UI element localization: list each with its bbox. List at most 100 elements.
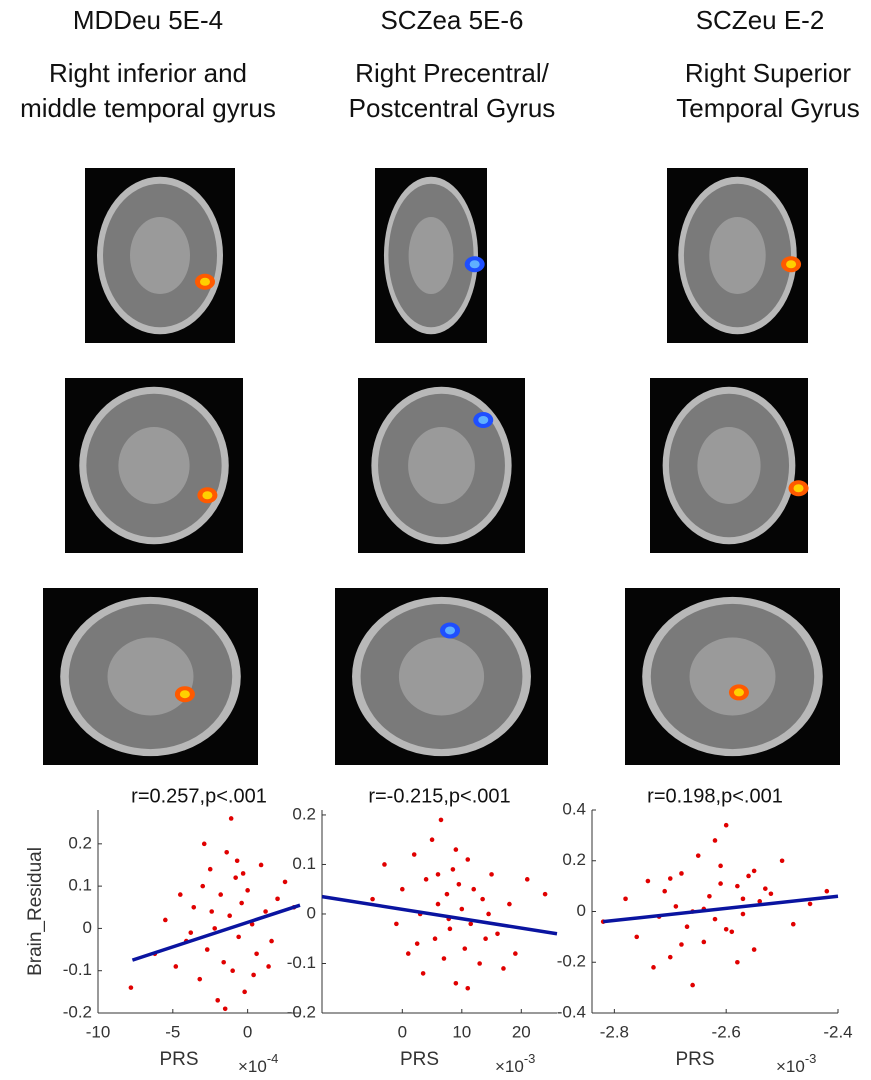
data-point	[513, 951, 518, 956]
activation-core	[734, 688, 744, 696]
data-point	[221, 960, 226, 965]
data-point	[465, 986, 470, 991]
data-point	[421, 971, 426, 976]
brain-detail	[709, 217, 765, 294]
data-point	[646, 879, 651, 884]
data-point	[454, 981, 459, 986]
data-point	[263, 909, 268, 914]
data-point	[634, 935, 639, 940]
x-scale-exponent: -3	[805, 1051, 817, 1066]
y-axis-label: Brain_Residual	[25, 847, 46, 976]
column-title: SCZeu E-2	[696, 5, 825, 35]
data-point	[415, 941, 420, 946]
data-point	[483, 936, 488, 941]
data-point	[791, 922, 796, 927]
data-point	[471, 887, 476, 892]
data-point	[718, 881, 723, 886]
column-title: MDDeu 5E-4	[73, 5, 223, 35]
data-point	[400, 887, 405, 892]
plot-title: r=-0.215,p<.001	[368, 785, 510, 807]
data-point	[242, 990, 247, 995]
brain-detail	[130, 217, 190, 294]
activation-core	[478, 416, 488, 424]
data-point	[275, 897, 280, 902]
brain-detail	[118, 427, 189, 504]
data-point	[825, 889, 830, 894]
data-point	[212, 926, 217, 931]
data-point	[679, 871, 684, 876]
data-point	[495, 931, 500, 936]
data-point	[486, 912, 491, 917]
y-tick-label: -0.4	[557, 1002, 586, 1021]
y-tick-label: 0.2	[68, 833, 92, 852]
data-point	[543, 892, 548, 897]
brain-detail	[409, 217, 454, 294]
data-point	[230, 968, 235, 973]
data-point	[254, 951, 259, 956]
activation-core	[202, 491, 212, 499]
data-point	[685, 924, 690, 929]
x-scale-label: ×10-3	[776, 1051, 816, 1076]
data-point	[439, 818, 444, 823]
brain-detail	[697, 427, 760, 504]
data-point	[178, 892, 183, 897]
x-tick-label: -2.4	[823, 1022, 852, 1041]
data-point	[489, 872, 494, 877]
data-point	[752, 869, 757, 874]
region-label: Temporal Gyrus	[676, 93, 860, 123]
brain-detail	[408, 427, 475, 504]
data-point	[241, 871, 246, 876]
data-point	[245, 888, 250, 893]
data-point	[370, 897, 375, 902]
data-point	[259, 863, 264, 868]
x-scale-label: ×10-3	[495, 1051, 535, 1076]
region-label: Right Superior	[685, 58, 852, 88]
data-point	[752, 947, 757, 952]
x-tick-label: 10	[452, 1022, 471, 1041]
brain-detail	[690, 638, 776, 716]
data-point	[702, 940, 707, 945]
data-point	[236, 935, 241, 940]
data-point	[746, 874, 751, 879]
data-point	[433, 936, 438, 941]
x-tick-label: -5	[165, 1022, 180, 1041]
data-point	[735, 884, 740, 889]
y-tick-label: -0.1	[63, 960, 92, 979]
y-tick-label: -0.2	[557, 952, 586, 971]
data-point	[713, 917, 718, 922]
data-point	[229, 816, 234, 821]
x-scale-exponent: -3	[524, 1051, 536, 1066]
data-point	[501, 966, 506, 971]
plot-title: r=0.257,p<.001	[131, 785, 267, 807]
region-label: Right inferior and	[49, 58, 247, 88]
data-point	[197, 977, 202, 982]
data-point	[227, 913, 232, 918]
y-tick-label: -0.2	[287, 1002, 316, 1021]
data-point	[729, 930, 734, 935]
data-point	[460, 907, 465, 912]
data-point	[412, 852, 417, 857]
brain-detail	[108, 638, 194, 716]
x-axis-label: PRS	[400, 1049, 439, 1070]
y-tick-label: -0.2	[63, 1002, 92, 1021]
data-point	[668, 955, 673, 960]
region-label: Right Precentral/	[355, 58, 549, 88]
activation-core	[445, 626, 455, 634]
activation-core	[470, 260, 480, 268]
data-point	[239, 901, 244, 906]
data-point	[436, 872, 441, 877]
data-point	[462, 946, 467, 951]
data-point	[468, 922, 473, 927]
data-point	[430, 837, 435, 842]
figure: MDDeu 5E-4Right inferior andmiddle tempo…	[0, 0, 871, 1080]
data-point	[741, 912, 746, 917]
data-point	[477, 961, 482, 966]
data-point	[202, 842, 207, 847]
data-point	[623, 897, 628, 902]
data-point	[436, 902, 441, 907]
data-point	[679, 942, 684, 947]
x-scale-base: ×10	[238, 1057, 267, 1076]
y-tick-label: 0	[307, 903, 316, 922]
x-tick-label: -2.8	[600, 1022, 629, 1041]
activation-core	[200, 278, 210, 286]
